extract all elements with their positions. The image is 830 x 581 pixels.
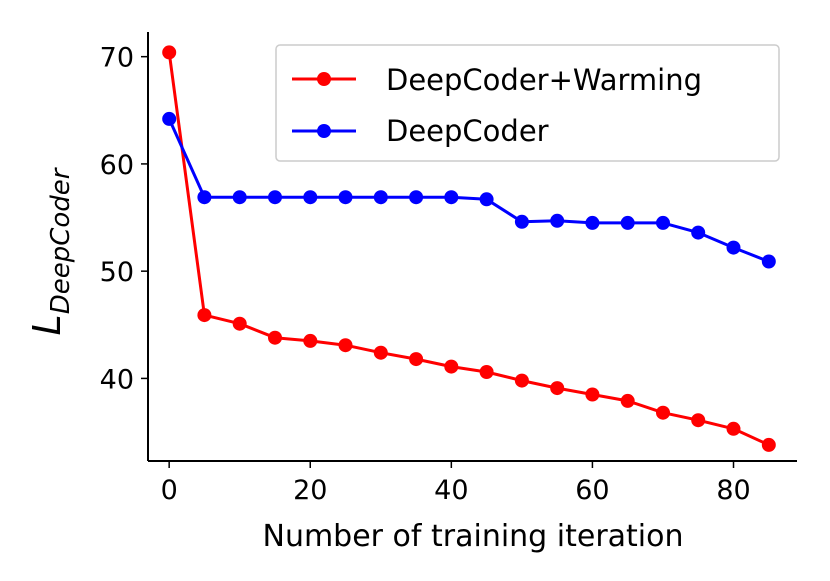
data-point-deepcoder [162,111,177,126]
data-point-deepcoder-warming [338,338,353,353]
series-deepcoder-warming [162,45,776,452]
x-tick-label: 0 [161,475,178,506]
data-point-deepcoder [232,190,247,205]
data-point-deepcoder-warming [197,308,212,323]
data-point-deepcoder [444,190,459,205]
x-tick-label: 60 [575,475,609,506]
data-point-deepcoder [409,190,424,205]
data-point-deepcoder-warming [162,45,177,60]
data-point-deepcoder [585,215,600,230]
data-point-deepcoder-warming [550,381,565,396]
y-tick-label: 70 [100,43,134,74]
data-point-deepcoder-warming [232,316,247,331]
data-point-deepcoder-warming [514,373,529,388]
data-point-deepcoder-warming [585,387,600,402]
legend-marker-deepcoder-warming [317,72,331,86]
x-tick-label: 20 [293,475,327,506]
data-point-deepcoder-warming [444,359,459,374]
y-tick-label: 50 [100,257,134,288]
data-point-deepcoder [726,240,741,255]
data-point-deepcoder [338,190,353,205]
data-point-deepcoder-warming [303,333,318,348]
y-tick-label: 40 [100,364,134,395]
data-point-deepcoder [656,215,670,230]
data-point-deepcoder [620,215,635,230]
series-deepcoder [162,111,776,269]
data-point-deepcoder [268,190,282,205]
data-point-deepcoder-warming [726,421,741,436]
legend: DeepCoder+Warming DeepCoder [275,44,780,162]
x-tick-label: 40 [434,475,468,506]
data-point-deepcoder [514,214,529,229]
data-point-deepcoder [479,192,494,207]
data-point-deepcoder-warming [620,393,635,408]
y-axis-label: LDeepCoder [25,166,76,335]
data-point-deepcoder-warming [268,330,282,345]
data-point-deepcoder-warming [691,413,706,428]
data-point-deepcoder [373,190,388,205]
data-point-deepcoder-warming [409,352,424,367]
x-tick-label: 80 [716,475,750,506]
x-axis-label: Number of training iteration [263,519,684,554]
y-tick-label: 60 [100,150,134,181]
series-layer [162,45,776,452]
data-point-deepcoder [550,213,565,228]
legend-marker-deepcoder [317,124,331,138]
axes [147,32,797,462]
data-point-deepcoder-warming [761,437,776,452]
data-point-deepcoder [691,225,706,240]
data-point-deepcoder-warming [479,365,494,379]
data-point-deepcoder [761,254,776,269]
legend-label-deepcoder-warming: DeepCoder+Warming [386,63,702,97]
y-ticks: 40 50 60 70 [100,43,148,395]
data-point-deepcoder-warming [373,345,388,360]
data-point-deepcoder [197,190,212,205]
y-axis-label-main: L [25,314,69,335]
legend-label-deepcoder: DeepCoder [386,114,549,148]
x-ticks: 0 20 40 60 80 [161,461,751,506]
data-point-deepcoder-warming [656,405,670,420]
data-point-deepcoder [303,190,318,205]
y-axis-label-sub: DeepCoder [46,166,76,314]
legend-box [275,44,780,162]
